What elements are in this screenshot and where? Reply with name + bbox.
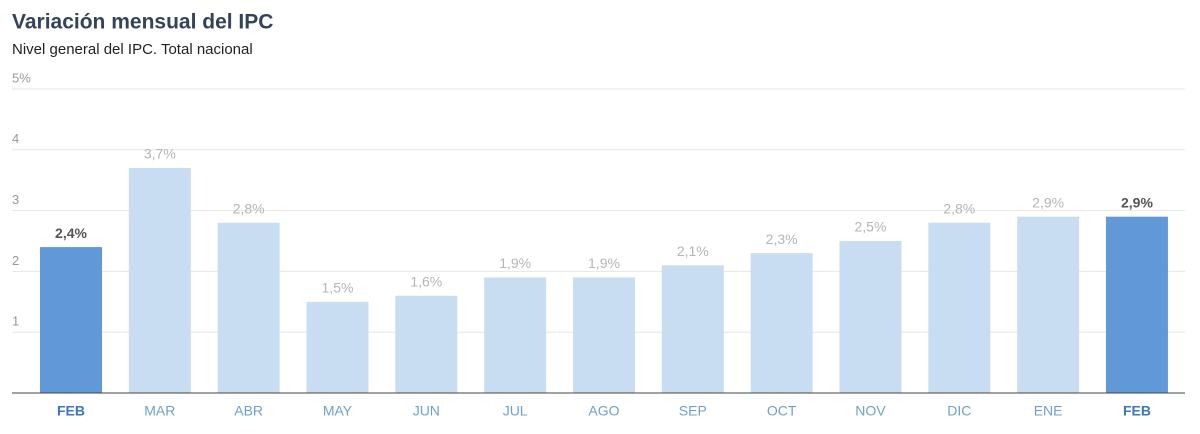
bar xyxy=(750,253,813,393)
value-label: 1,6% xyxy=(410,273,442,289)
x-tick-label: AGO xyxy=(588,403,619,419)
x-tick-label: DIC xyxy=(947,403,971,419)
bar xyxy=(306,301,369,393)
x-tick-label: ABR xyxy=(234,403,263,419)
value-label: 2,8% xyxy=(943,200,975,216)
value-label: 1,9% xyxy=(499,255,531,271)
bar xyxy=(839,241,902,393)
x-tick-label: MAY xyxy=(323,403,353,419)
x-tick-label: ENE xyxy=(1034,403,1063,419)
y-tick-label: 1 xyxy=(12,314,19,329)
y-tick-label: 2 xyxy=(12,253,19,268)
value-label: 2,9% xyxy=(1032,194,1064,210)
x-tick-label: FEB xyxy=(1123,403,1151,419)
bar xyxy=(395,295,458,393)
bar xyxy=(572,277,635,393)
bar xyxy=(484,277,547,393)
bar xyxy=(1017,216,1080,393)
value-label: 2,5% xyxy=(855,219,887,235)
value-label: 1,9% xyxy=(588,255,620,271)
bar xyxy=(661,265,724,393)
value-label: 1,5% xyxy=(322,280,354,296)
chart-subtitle: Nivel general del IPC. Total nacional xyxy=(12,41,253,58)
value-label: 2,9% xyxy=(1121,194,1153,210)
y-tick-label: 5% xyxy=(12,70,31,85)
value-label: 2,1% xyxy=(677,243,709,259)
bar xyxy=(1105,216,1168,393)
x-tick-label: OCT xyxy=(767,403,797,419)
bar xyxy=(40,247,102,393)
bar xyxy=(128,168,191,393)
bar xyxy=(928,222,991,393)
value-label: 3,7% xyxy=(144,146,176,162)
x-tick-label: MAR xyxy=(144,403,175,419)
value-label: 2,4% xyxy=(55,225,87,241)
x-tick-label: JUL xyxy=(503,403,528,419)
value-label: 2,8% xyxy=(233,200,265,216)
chart-title: Variación mensual del IPC xyxy=(12,11,273,34)
y-tick-label: 3 xyxy=(12,192,19,207)
x-tick-label: FEB xyxy=(57,403,85,419)
y-tick-label: 4 xyxy=(12,131,19,146)
value-label: 2,3% xyxy=(766,231,798,247)
x-tick-label: SEP xyxy=(679,403,707,419)
bar xyxy=(217,222,280,393)
x-tick-label: NOV xyxy=(855,403,886,419)
x-tick-label: JUN xyxy=(413,403,440,419)
